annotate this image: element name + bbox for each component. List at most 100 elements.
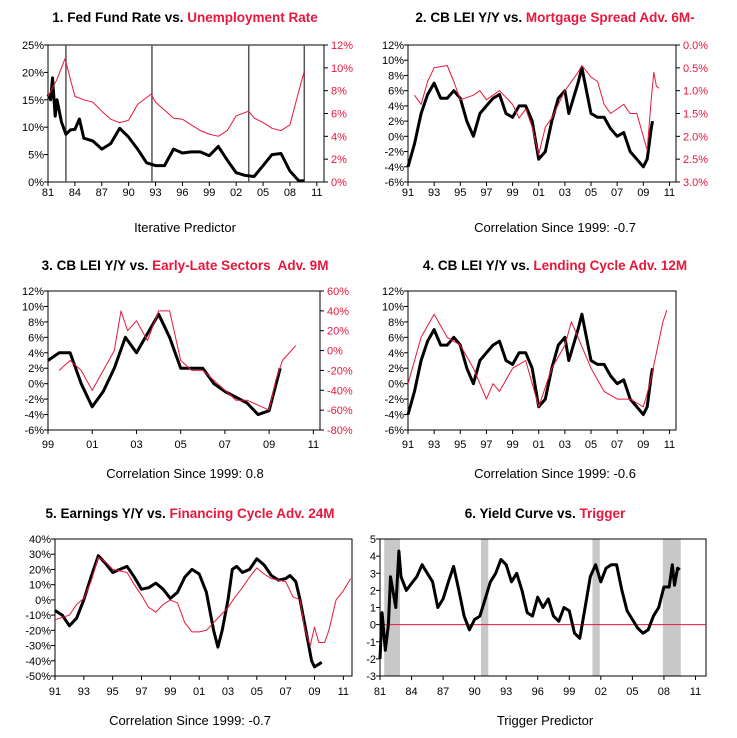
series-line-2 — [414, 65, 660, 156]
title-primary: 2. CB LEI Y/Y vs. — [415, 10, 526, 25]
y-tick-label: -4% — [384, 162, 404, 174]
x-tick-label: 03 — [559, 439, 571, 451]
series-line-1 — [378, 549, 681, 659]
y2-tick-label: 2.0% — [683, 131, 708, 143]
x-tick-label: 01 — [533, 187, 545, 199]
y2-tick-label: -20% — [327, 365, 353, 377]
x-tick-label: 99 — [164, 686, 176, 698]
x-tick-label: 91 — [49, 686, 61, 698]
y-tick-label: 12% — [382, 40, 404, 52]
y-tick-label: 10% — [22, 301, 44, 313]
chart-title: 4. CB LEI Y/Y vs. Lending Cycle Adv. 12M — [423, 258, 687, 273]
y2-tick-label: 20% — [327, 326, 349, 338]
x-tick-label: 84 — [69, 187, 81, 199]
y-tick-label: 10% — [382, 55, 404, 67]
title-secondary: Early-Late Sectors Adv. 9M — [152, 258, 328, 273]
title-secondary: Lending Cycle Adv. 12M — [533, 258, 687, 273]
x-tick-label: 93 — [500, 686, 512, 698]
x-tick-label: 90 — [123, 187, 135, 199]
series-line-1 — [406, 312, 654, 417]
y-tick-label: 10% — [22, 122, 44, 134]
x-tick-label: 01 — [86, 439, 98, 451]
y-tick-label: 0% — [35, 595, 51, 607]
y-tick-label: 4 — [370, 551, 376, 563]
y-tick-label: -6% — [384, 425, 404, 437]
y-tick-label: 8% — [388, 317, 404, 329]
x-tick-label: 11 — [311, 187, 322, 199]
chart-panel-5: 5. Earnings Y/Y vs. Financing Cycle Adv.… — [25, 506, 353, 728]
x-tick-label: 93 — [78, 686, 90, 698]
x-tick-label: 11 — [338, 686, 349, 698]
y-tick-label: 8% — [28, 317, 44, 329]
y-tick-label: 20% — [22, 67, 44, 79]
y-tick-label: 2 — [370, 585, 376, 597]
x-tick-label: 81 — [374, 686, 386, 698]
x-tick-label: 95 — [107, 686, 119, 698]
y-tick-label: 12% — [22, 286, 44, 298]
x-tick-label: 07 — [611, 439, 623, 451]
y2-tick-label: 60% — [327, 286, 349, 298]
plot-frame — [407, 290, 677, 431]
y-tick-label: 5% — [28, 150, 44, 162]
x-tick-label: 09 — [637, 187, 649, 199]
x-tick-label: 05 — [585, 187, 597, 199]
y-tick-label: 0% — [388, 379, 404, 391]
x-tick-label: 97 — [480, 439, 492, 451]
x-tick-label: 01 — [193, 686, 205, 698]
x-tick-label: 96 — [176, 187, 188, 199]
x-tick-label: 90 — [469, 686, 481, 698]
y-tick-label: 6% — [28, 332, 44, 344]
x-tick-label: 93 — [149, 187, 161, 199]
y-tick-label: -2 — [366, 654, 376, 666]
y-tick-label: 10% — [29, 580, 51, 592]
title-secondary: Unemployment Rate — [187, 10, 318, 25]
y-tick-label: 30% — [29, 549, 51, 561]
chart-title: 1. Fed Fund Rate vs. Unemployment Rate — [52, 10, 318, 25]
chart-caption: Correlation Since 1999: -0.6 — [474, 466, 636, 481]
x-tick-label: 09 — [637, 439, 649, 451]
x-tick-label: 11 — [308, 439, 319, 451]
y-tick-label: 6% — [388, 332, 404, 344]
chart-panel-4: 4. CB LEI Y/Y vs. Lending Cycle Adv. 12M… — [382, 258, 687, 481]
y2-tick-label: 0% — [327, 346, 343, 358]
x-tick-label: 03 — [559, 187, 571, 199]
x-tick-label: 91 — [402, 439, 414, 451]
y-tick-label: -4% — [384, 410, 404, 422]
y-tick-label: 25% — [22, 40, 44, 52]
x-tick-label: 99 — [563, 686, 575, 698]
y-tick-label: 4% — [388, 101, 404, 113]
chart-title: 3. CB LEI Y/Y vs. Early-Late Sectors Adv… — [42, 258, 329, 273]
y-tick-label: 5 — [370, 534, 376, 546]
x-tick-label: 03 — [222, 686, 234, 698]
x-tick-label: 99 — [42, 439, 54, 451]
y2-tick-label: 1.5% — [683, 109, 708, 121]
x-tick-label: 11 — [664, 187, 675, 199]
y-tick-label: -6% — [384, 177, 404, 189]
series-line-1 — [54, 554, 323, 669]
y2-tick-label: 3.0% — [683, 177, 708, 189]
x-tick-label: 05 — [251, 686, 263, 698]
title-secondary: Financing Cycle Adv. 24M — [170, 506, 335, 521]
y2-tick-label: 40% — [327, 306, 349, 318]
shaded-period — [480, 539, 489, 676]
y-tick-label: -4% — [24, 410, 44, 422]
series-line-1 — [46, 76, 305, 183]
chart-caption: Correlation Since 1999: -0.7 — [109, 713, 271, 728]
x-tick-label: 01 — [533, 439, 545, 451]
y2-tick-label: 2.5% — [683, 154, 708, 166]
x-tick-label: 07 — [219, 439, 231, 451]
shaded-period — [592, 539, 600, 676]
x-tick-label: 08 — [658, 686, 670, 698]
y2-tick-label: -80% — [327, 425, 353, 437]
x-tick-label: 91 — [402, 187, 414, 199]
series-line-2 — [47, 58, 305, 137]
y2-tick-label: 10% — [331, 63, 353, 75]
x-tick-label: 08 — [284, 187, 296, 199]
x-tick-label: 05 — [626, 686, 638, 698]
y-tick-label: 1 — [370, 603, 376, 615]
y-tick-label: -50% — [25, 671, 51, 683]
plot-frame — [54, 538, 353, 677]
x-tick-label: 99 — [506, 439, 518, 451]
y-tick-label: 20% — [29, 564, 51, 576]
title-primary: 5. Earnings Y/Y vs. — [45, 506, 169, 521]
